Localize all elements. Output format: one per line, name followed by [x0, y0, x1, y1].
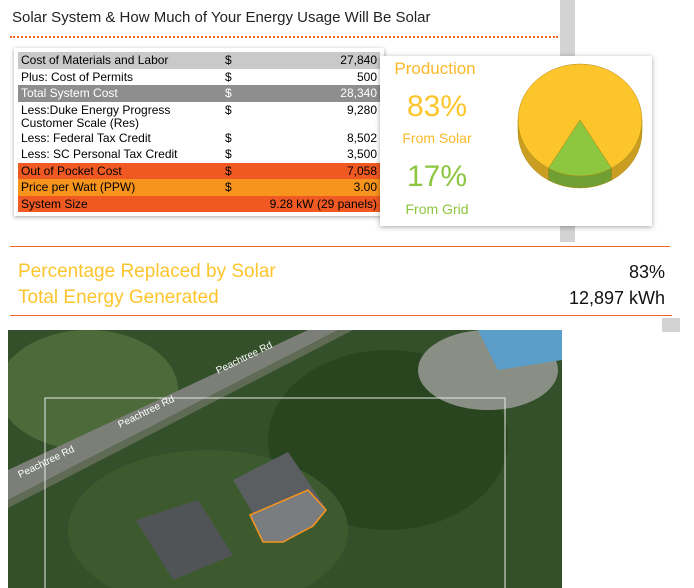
table-row: Less: SC Personal Tax Credit $3,500 [18, 146, 380, 163]
row-label: Less: SC Personal Tax Credit [21, 147, 178, 161]
row-label: Less: Federal Tax Credit [21, 130, 151, 145]
solar-percent: 83% [406, 90, 468, 123]
panel-title: Production [394, 59, 476, 78]
row-value: 27,840 [295, 52, 380, 69]
table-row: Plus: Cost of Permits $500 [18, 69, 380, 86]
roof [478, 330, 562, 370]
row-value: 3.00 [295, 179, 380, 196]
divider [10, 315, 672, 316]
solar-array [248, 489, 327, 543]
table-row: Price per Watt (PPW) $3.00 [18, 179, 380, 196]
pie-slice [548, 119, 612, 177]
summary-value: 83% [628, 262, 665, 282]
table-row: Less: Federal Tax Credit $8,502 [18, 130, 380, 147]
satellite-map: Peachtree Rd Peachtree Rd Peachtree Rd [8, 330, 562, 588]
row-label: Price per Watt (PPW) [18, 179, 215, 196]
roof [136, 500, 233, 580]
currency: $ [225, 130, 232, 145]
road-edge [8, 330, 353, 508]
summary-label: Total Energy Generated [18, 287, 219, 308]
currency: $ [215, 179, 295, 196]
divider [10, 36, 558, 38]
production-panel: Production 83% From Solar 17% From Grid [380, 56, 652, 226]
divider [10, 246, 670, 247]
decor-strip [662, 318, 680, 332]
currency: $ [225, 69, 232, 84]
table-row: Total System Cost $28,340 [18, 85, 380, 102]
row-label: Less:Duke Energy Progress Customer Scale… [21, 102, 171, 130]
row-value: 7,058 [295, 162, 380, 179]
page-title: Solar System & How Much of Your Energy U… [12, 9, 431, 26]
currency: $ [215, 162, 295, 179]
row-label: Out of Pocket Cost [18, 162, 215, 179]
table-row: Cost of Materials and Labor $27,840 [18, 52, 380, 69]
row-value: 9,280 [346, 102, 377, 117]
cost-table: Cost of Materials and Labor $27,840 Plus: … [14, 48, 384, 216]
currency: $ [215, 52, 295, 69]
pie-chart [517, 63, 643, 189]
row-value: 8,502 [346, 130, 377, 145]
row-label: Cost of Materials and Labor [18, 52, 215, 69]
row-value: 3,500 [346, 147, 377, 161]
property-outline [44, 397, 506, 588]
row-label: System Size [18, 195, 215, 212]
table-row: Out of Pocket Cost $7,058 [18, 162, 380, 179]
grid-label: From Grid [405, 201, 469, 217]
row-label: Total System Cost [18, 85, 215, 102]
summary-label: Percentage Replaced by Solar [18, 261, 276, 282]
solar-label: From Solar [402, 130, 472, 146]
summary-value: 12,897 kWh [568, 288, 665, 308]
row-label: Plus: Cost of Permits [21, 69, 134, 84]
row-value: 9.28 kW (29 panels) [215, 195, 380, 212]
row-value: 500 [356, 69, 377, 84]
row-value: 28,340 [295, 85, 380, 102]
currency: $ [225, 102, 232, 117]
table-row: System Size 9.28 kW (29 panels) [18, 195, 380, 212]
currency: $ [225, 147, 232, 161]
table-row: Less:Duke Energy Progress Customer Scale… [18, 102, 380, 130]
currency: $ [215, 85, 295, 102]
grid-percent: 17% [406, 160, 468, 193]
pie-slice [517, 63, 643, 169]
